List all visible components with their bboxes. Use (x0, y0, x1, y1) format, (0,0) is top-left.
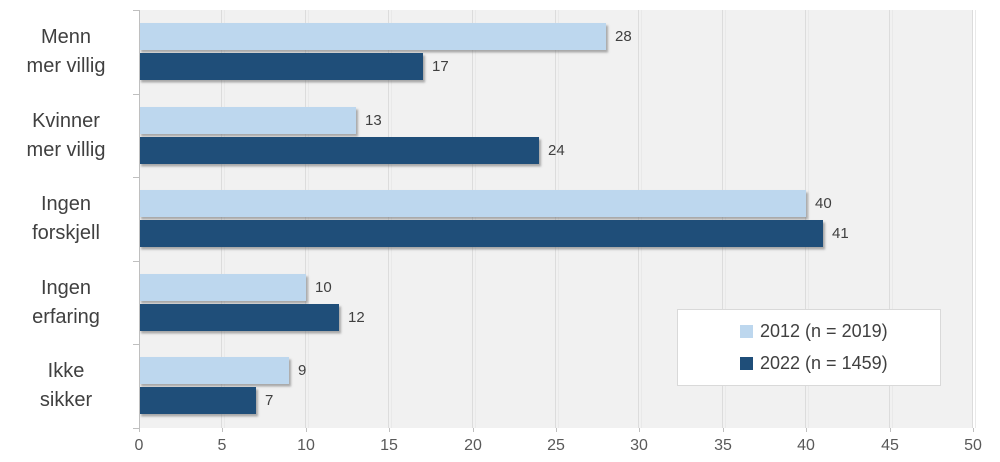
y-axis-tick-3 (133, 261, 139, 262)
data-label-2012-3: 10 (315, 279, 332, 296)
legend: 2012 (n = 2019) 2022 (n = 1459) (677, 309, 941, 386)
bar-2012-2 (139, 190, 806, 217)
gridline-15 (388, 10, 392, 428)
bar-2022-0 (139, 53, 423, 80)
category-label-line: Menn (40, 26, 92, 48)
x-axis-tick-30 (639, 428, 640, 432)
legend-item-2022: 2022 (n = 1459) (740, 353, 940, 374)
data-label-2022-4: 7 (265, 392, 274, 409)
x-tick-label-15: 15 (380, 437, 398, 454)
x-axis-tick-35 (723, 428, 724, 432)
x-tick-label-20: 20 (464, 437, 482, 454)
data-label-2012-0: 28 (615, 28, 632, 45)
gridline-5 (221, 10, 225, 428)
category-label-line: erfaring (32, 306, 100, 328)
data-label-2012-1: 13 (365, 112, 382, 129)
data-label-2022-1: 24 (548, 142, 565, 159)
data-label-2012-2: 40 (815, 195, 832, 212)
x-axis-tick-40 (806, 428, 807, 432)
x-axis-tick-25 (556, 428, 557, 432)
x-tick-label-40: 40 (797, 437, 815, 454)
y-axis-tick-bottom (133, 428, 139, 429)
plot-area: 28 17 13 24 40 41 10 12 9 7 (139, 10, 976, 428)
category-label-line: forskjell (32, 222, 100, 244)
bar-2022-1 (139, 137, 539, 164)
data-label-2012-4: 9 (298, 362, 307, 379)
x-axis-tick-10 (306, 428, 307, 432)
gridline-10 (305, 10, 309, 428)
gridline-50 (972, 10, 976, 428)
gridline-40 (805, 10, 809, 428)
category-label-3: Ingen erfaring (0, 261, 132, 345)
category-label-line: mer villig (26, 139, 106, 161)
y-axis-tick-2 (133, 177, 139, 178)
legend-swatch-2022-icon (740, 357, 753, 370)
x-tick-label-45: 45 (881, 437, 899, 454)
x-tick-label-10: 10 (297, 437, 315, 454)
category-label-4: Ikke sikker (0, 344, 132, 428)
bar-2022-4 (139, 387, 256, 414)
x-axis-tick-45 (890, 428, 891, 432)
x-tick-label-0: 0 (134, 437, 144, 454)
bar-2012-1 (139, 107, 356, 134)
y-axis-line (139, 10, 140, 432)
legend-swatch-2012-icon (740, 325, 753, 338)
legend-label-2022: 2022 (n = 1459) (760, 353, 888, 373)
category-label-line: Ingen (40, 277, 92, 299)
x-axis-tick-0 (139, 428, 140, 432)
category-label-0: Menn mer villig (0, 10, 132, 94)
x-tick-label-5: 5 (217, 437, 227, 454)
category-label-line: Ikke (47, 360, 85, 382)
gridline-30 (638, 10, 642, 428)
legend-label-2012: 2012 (n = 2019) (760, 321, 888, 341)
data-label-2022-3: 12 (348, 309, 365, 326)
bar-2022-3 (139, 304, 339, 331)
bar-2012-3 (139, 274, 306, 301)
legend-item-2012: 2012 (n = 2019) (740, 321, 940, 342)
category-label-line: Kvinner (32, 110, 100, 132)
category-label-line: mer villig (26, 55, 106, 77)
x-tick-label-30: 30 (630, 437, 648, 454)
x-tick-label-25: 25 (547, 437, 565, 454)
x-tick-label-35: 35 (714, 437, 732, 454)
category-label-1: Kvinner mer villig (0, 94, 132, 178)
gridline-45 (889, 10, 893, 428)
bar-2012-0 (139, 23, 606, 50)
gridline-20 (472, 10, 476, 428)
y-axis-tick-0 (133, 10, 139, 11)
y-axis-tick-1 (133, 94, 139, 95)
gridline-25 (555, 10, 559, 428)
x-tick-label-50: 50 (964, 437, 982, 454)
gridline-35 (722, 10, 726, 428)
category-label-2: Ingen forskjell (0, 177, 132, 261)
category-label-line: Ingen (40, 193, 92, 215)
category-label-line: sikker (39, 389, 93, 411)
bar-2022-2 (139, 220, 823, 247)
data-label-2022-0: 17 (432, 58, 449, 75)
y-axis-tick-4 (133, 344, 139, 345)
x-axis-tick-20 (473, 428, 474, 432)
x-axis-tick-15 (389, 428, 390, 432)
data-label-2022-2: 41 (832, 225, 849, 242)
bar-2012-4 (139, 357, 289, 384)
x-axis-tick-5 (222, 428, 223, 432)
x-axis-tick-50 (973, 428, 974, 432)
